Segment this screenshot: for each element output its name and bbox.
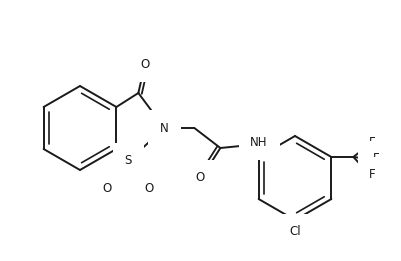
Text: NH: NH bbox=[250, 135, 267, 149]
Text: F: F bbox=[373, 152, 379, 165]
Text: S: S bbox=[124, 155, 132, 168]
Text: O: O bbox=[140, 57, 150, 70]
Text: O: O bbox=[103, 182, 112, 195]
Text: O: O bbox=[144, 182, 154, 195]
Text: O: O bbox=[195, 171, 205, 185]
Text: N: N bbox=[160, 122, 168, 134]
Text: Cl: Cl bbox=[288, 226, 300, 239]
Text: F: F bbox=[369, 137, 375, 150]
Text: F: F bbox=[369, 169, 375, 181]
